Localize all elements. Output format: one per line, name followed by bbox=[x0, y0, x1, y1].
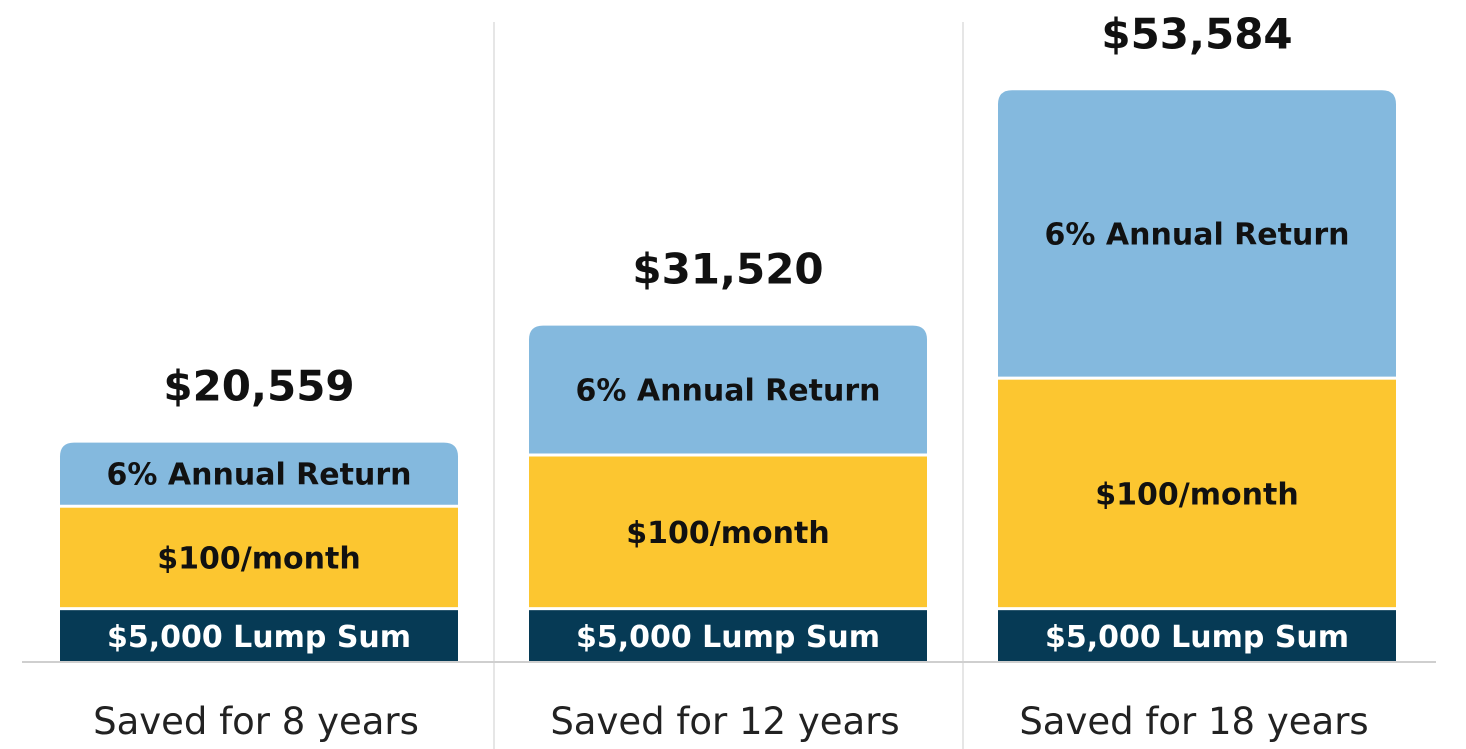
bar-segment-monthly bbox=[529, 456, 927, 608]
category-label: Saved for 12 years bbox=[550, 700, 899, 743]
bar-total-label: $20,559 bbox=[163, 362, 354, 411]
bar-segment-monthly bbox=[60, 507, 458, 608]
bar-segment-lump-sum-label: $5,000 Lump Sum bbox=[107, 620, 411, 655]
bar-segment-monthly-label: $100/month bbox=[1095, 477, 1298, 512]
bar-segment-monthly bbox=[998, 379, 1396, 608]
bar-segment-lump-sum bbox=[998, 610, 1396, 662]
bar-total-label: $31,520 bbox=[632, 245, 823, 294]
bar-segment-return-label: 6% Annual Return bbox=[107, 458, 412, 493]
column-dividers bbox=[493, 22, 964, 749]
bar-segment-lump-sum bbox=[60, 610, 458, 662]
bar-segment-return-label: 6% Annual Return bbox=[1045, 217, 1350, 252]
bar-segment-lump-sum bbox=[529, 610, 927, 662]
bar-segment-monthly-label: $100/month bbox=[157, 541, 360, 576]
bar-segment-return bbox=[60, 442, 458, 505]
bar-segment-return bbox=[529, 325, 927, 454]
category-label: Saved for 8 years bbox=[93, 700, 419, 743]
category-label: Saved for 18 years bbox=[1019, 700, 1368, 743]
bar-segment-lump-sum-label: $5,000 Lump Sum bbox=[1045, 620, 1349, 655]
bar-segment-return bbox=[998, 90, 1396, 377]
bar-segment-return-label: 6% Annual Return bbox=[576, 374, 881, 409]
labels: $5,000 Lump Sum $100/month 6% Annual Retur… bbox=[93, 9, 1369, 743]
bar-segment-monthly-label: $100/month bbox=[626, 516, 829, 551]
bar-segment-lump-sum-label: $5,000 Lump Sum bbox=[576, 620, 880, 655]
bar-total-label: $53,584 bbox=[1101, 9, 1292, 58]
bars bbox=[60, 90, 1396, 662]
